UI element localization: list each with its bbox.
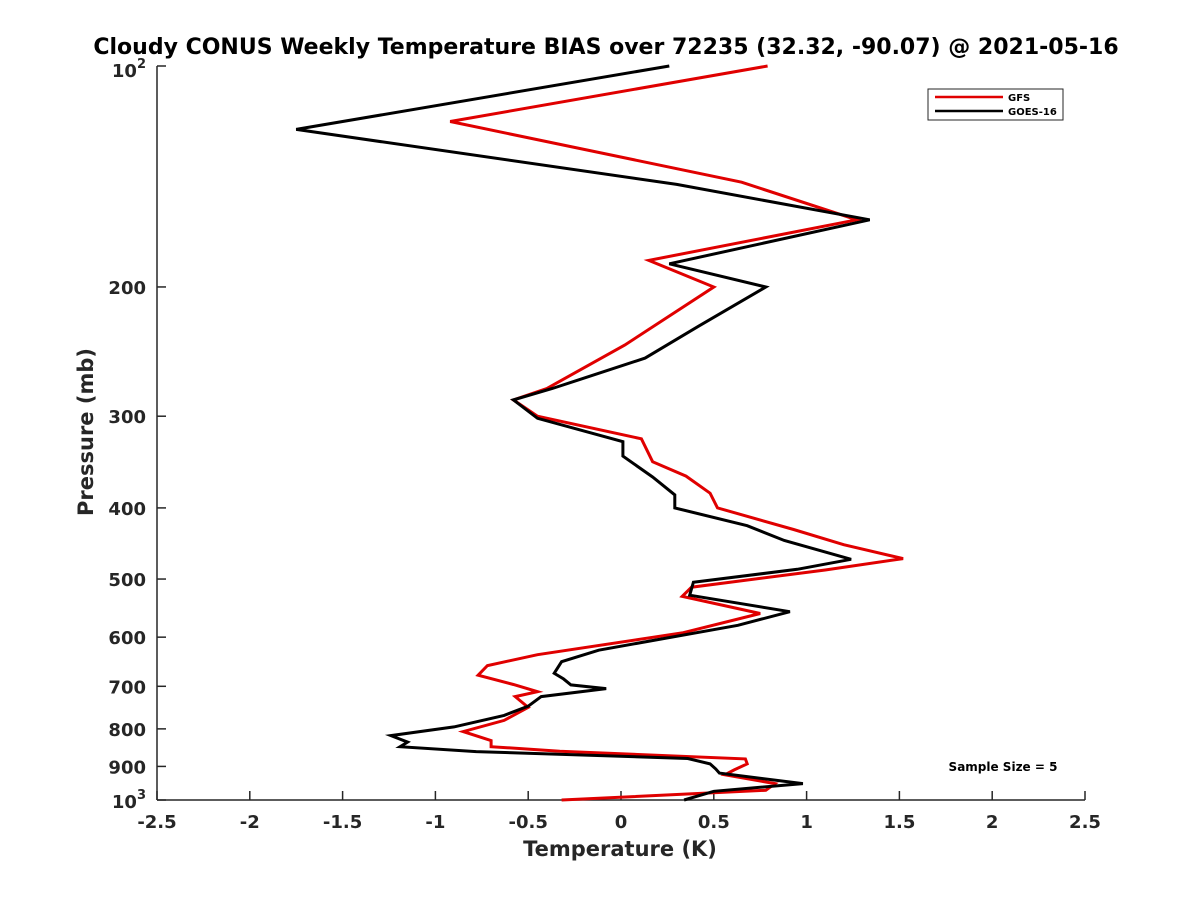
legend-label-gfs: GFS [1008, 93, 1030, 104]
legend: GFS GOES-16 [927, 88, 1064, 121]
x-tick-label: 1 [800, 812, 813, 833]
y-tick-label: 400 [108, 499, 146, 520]
y-tick-label: 300 [108, 407, 146, 428]
y-tick-label: 900 [108, 757, 146, 778]
x-tick-label: -2 [240, 812, 260, 833]
y-tick-top-exp: 2 [137, 57, 146, 72]
sample-size-annotation: Sample Size = 5 [949, 760, 1058, 774]
y-tick-bottom-exp: 3 [137, 788, 146, 803]
legend-label-goes16: GOES-16 [1008, 107, 1057, 118]
y-ticks: 200 300 400 500 600 700 800 900 [108, 65, 166, 801]
x-tick-label: -2.5 [137, 812, 176, 833]
y-tick-bottom-base: 10 [112, 792, 137, 813]
x-tick-label: 2 [986, 812, 999, 833]
x-tick-label: 2.5 [1069, 812, 1101, 833]
y-axis-label: Pressure (mb) [74, 348, 98, 516]
y-tick-label: 600 [108, 628, 146, 649]
y-tick-label: 200 [108, 278, 146, 299]
y-tick-label: 700 [108, 677, 146, 698]
y-tick-label-top: 102 [112, 57, 146, 82]
series-line-gfs [449, 64, 904, 802]
x-tick-label: 0.5 [698, 812, 730, 833]
y-tick-top-base: 10 [112, 61, 137, 82]
x-tick-label: -1 [425, 812, 445, 833]
x-tick-label: -0.5 [509, 812, 548, 833]
x-tick-label: -1.5 [323, 812, 362, 833]
chart-title: Cloudy CONUS Weekly Temperature BIAS ove… [93, 35, 1118, 60]
series-group [295, 64, 904, 802]
x-axis-label: Temperature (K) [523, 837, 717, 861]
legend-box [927, 88, 1064, 121]
y-tick-label: 800 [108, 720, 146, 741]
x-ticks: -2.5 -2 -1.5 -1 -0.5 0 0.5 1 1.5 2 2.5 [137, 791, 1101, 833]
x-tick-label: 0 [615, 812, 628, 833]
series-line-goes16 [295, 64, 871, 802]
y-tick-label: 500 [108, 570, 146, 591]
y-tick-label-bottom: 103 [112, 788, 146, 813]
x-tick-label: 1.5 [883, 812, 915, 833]
